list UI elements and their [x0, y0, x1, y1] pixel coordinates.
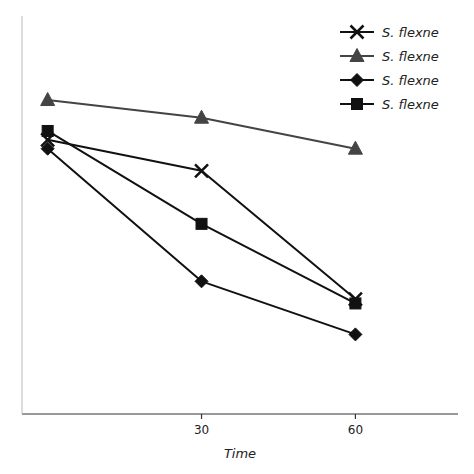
- legend-label: S. flexne: [382, 97, 439, 112]
- legend-label: S. flexne: [382, 25, 439, 40]
- x-axis-label: Time: [224, 446, 256, 461]
- x-tick: [355, 414, 356, 419]
- legend-marker: [351, 26, 364, 39]
- series-line: [48, 100, 356, 149]
- series-line: [48, 140, 356, 299]
- point-marker: [42, 125, 53, 136]
- point-marker: [41, 93, 55, 106]
- x-tick-label: 30: [194, 423, 209, 437]
- legend-label: S. flexne: [382, 73, 439, 88]
- x-tick-label: 60: [348, 423, 363, 437]
- point-marker: [195, 110, 209, 123]
- point-marker: [350, 298, 361, 309]
- chart-container: 3060TimeS. flexneS. flexneS. flexneS. fl…: [0, 0, 474, 474]
- point-marker: [195, 275, 208, 288]
- legend-marker: [352, 99, 363, 110]
- point-marker: [41, 142, 54, 155]
- chart: 3060TimeS. flexneS. flexneS. flexneS. fl…: [0, 0, 474, 474]
- series-line: [48, 131, 356, 303]
- legend-marker: [351, 74, 364, 87]
- point-marker: [348, 141, 362, 154]
- legend-marker: [350, 49, 364, 62]
- point-marker: [196, 218, 207, 229]
- legend-label: S. flexne: [382, 49, 439, 64]
- series-line: [48, 149, 356, 335]
- x-tick: [201, 414, 202, 419]
- legend: S. flexne S. flexne S. flexne S. flexne: [340, 25, 439, 112]
- y-axis-line: [22, 16, 23, 414]
- point-marker: [195, 164, 208, 177]
- plot-area: [41, 93, 363, 341]
- x-axis-line: [22, 413, 458, 414]
- point-marker: [349, 328, 362, 341]
